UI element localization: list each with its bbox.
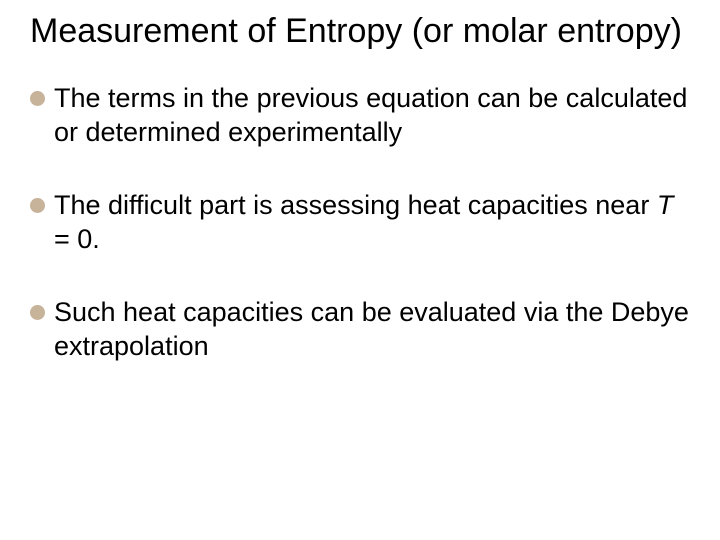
bullet-dot-icon — [30, 91, 45, 106]
bullet-dot-icon — [30, 305, 45, 320]
slide-title: Measurement of Entropy (or molar entropy… — [30, 10, 690, 53]
bullet-item: The terms in the previous equation can b… — [30, 81, 690, 150]
bullet-text-prefix: The difficult part is assessing heat cap… — [54, 190, 657, 220]
bullet-text: The terms in the previous equation can b… — [54, 81, 690, 150]
bullet-item: Such heat capacities can be evaluated vi… — [30, 295, 690, 364]
bullet-text: Such heat capacities can be evaluated vi… — [54, 295, 690, 364]
bullet-text: The difficult part is assessing heat cap… — [54, 188, 690, 257]
bullet-item: The difficult part is assessing heat cap… — [30, 188, 690, 257]
slide-container: Measurement of Entropy (or molar entropy… — [0, 0, 720, 540]
bullet-dot-icon — [30, 198, 45, 213]
bullet-text-italic: T — [657, 190, 674, 220]
bullet-text-suffix: = 0. — [54, 224, 100, 254]
